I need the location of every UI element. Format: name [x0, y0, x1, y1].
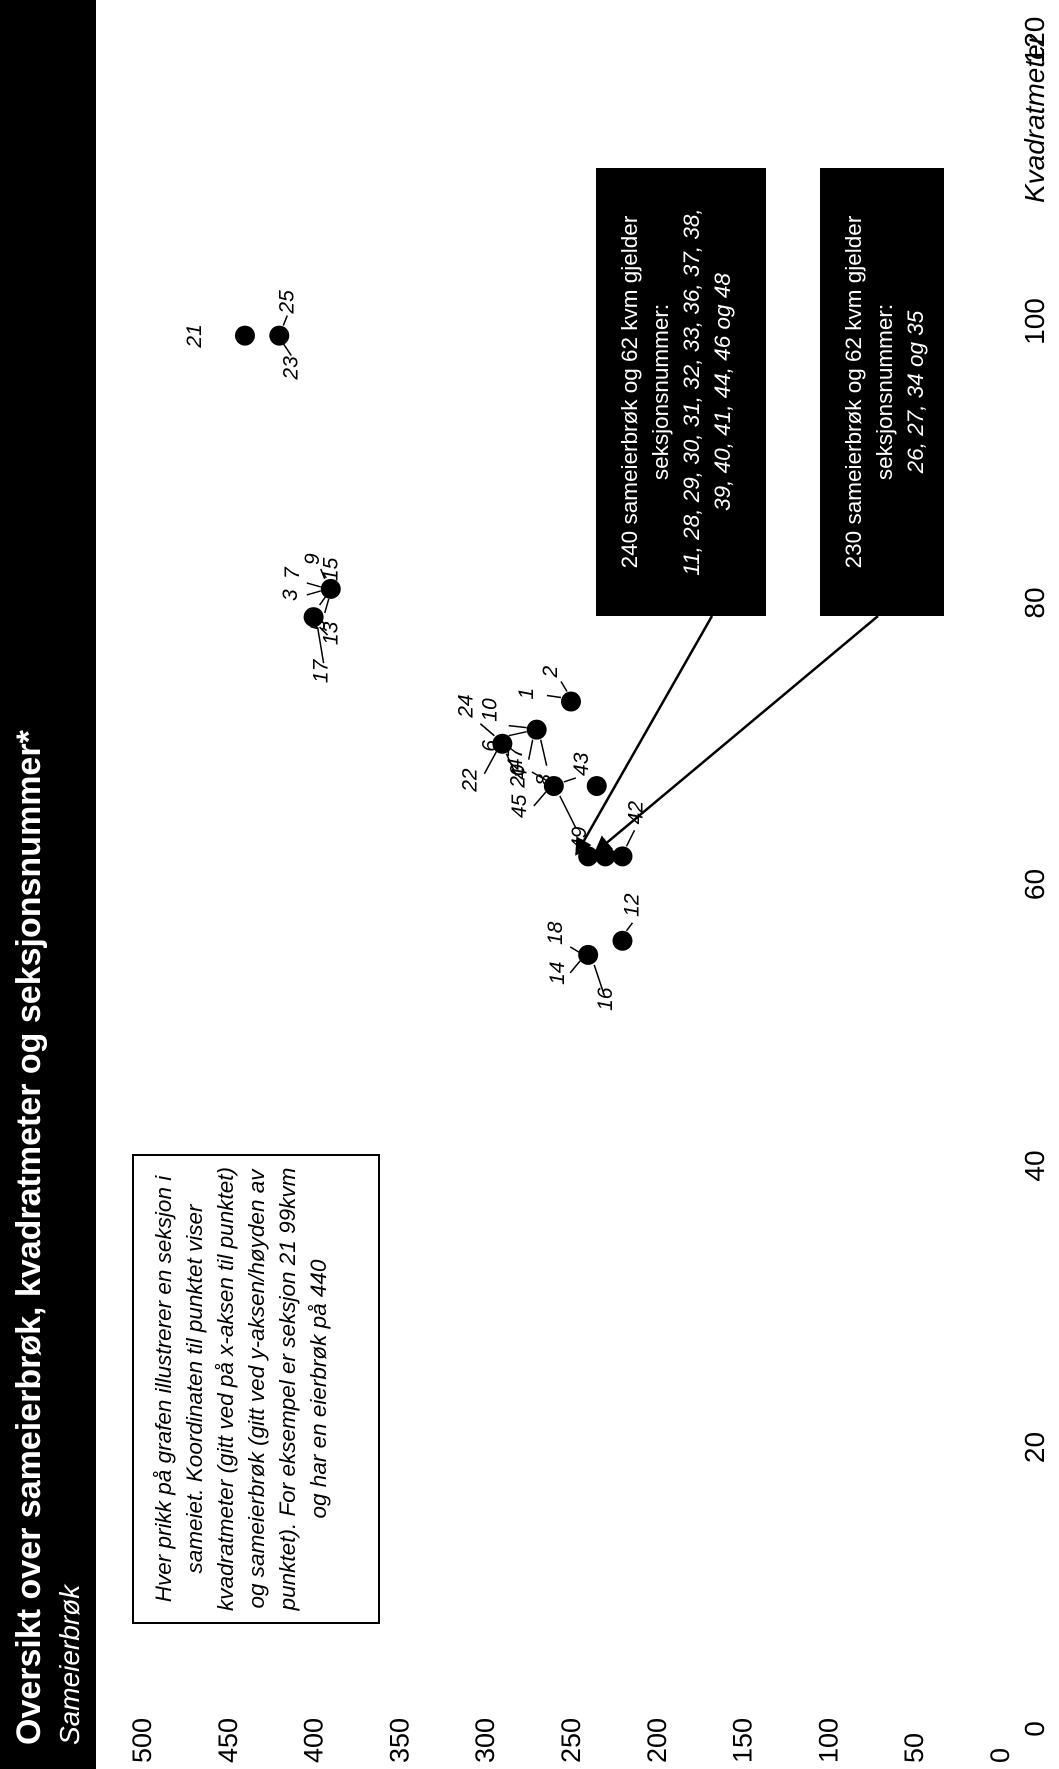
data-point: [235, 326, 255, 346]
callout-240-line: 240 sameierbrøk og 62 kvm gjelder: [614, 168, 645, 616]
y-tick-label: 100: [813, 1718, 843, 1763]
label-leader-line: [529, 740, 533, 760]
info-box-line: og har en eierbrøk på 440: [303, 1156, 334, 1622]
label-leader-line: [484, 752, 496, 774]
data-point: [578, 945, 598, 965]
callout-240: 240 sameierbrøk og 62 kvm gjelder seksjo…: [596, 168, 766, 616]
point-label: 22: [458, 768, 481, 793]
callout-230-numbers: 26, 27, 34 og 35: [900, 168, 931, 616]
label-leader-line: [560, 796, 576, 828]
label-leader-line: [534, 792, 546, 806]
x-tick-label: 0: [1019, 1721, 1050, 1737]
point-label: 14: [546, 962, 569, 985]
point-label: 12: [620, 893, 643, 917]
info-box-line: kvadratmeter (gitt ved på x-aksen til pu…: [210, 1156, 241, 1622]
point-label: 24: [454, 694, 477, 718]
x-axis-label: Kvadratmeter: [1019, 33, 1050, 203]
x-tick-label: 60: [1019, 869, 1050, 900]
point-label: 43: [570, 752, 593, 776]
data-point: [587, 776, 607, 796]
label-leader-line: [570, 947, 580, 953]
label-leader-line: [541, 740, 547, 766]
callout-230-line: 230 sameierbrøk og 62 kvm gjelder: [838, 168, 869, 616]
data-point: [321, 579, 341, 599]
label-leader-line: [626, 830, 634, 846]
data-point: [269, 326, 289, 346]
point-label: 15: [320, 557, 343, 581]
label-leader-line: [325, 599, 329, 613]
label-leader-line: [509, 732, 527, 736]
point-label: 18: [544, 921, 567, 945]
label-leader-line: [570, 961, 580, 973]
callout-230-line: seksjonsnummer:: [869, 168, 900, 616]
data-point: [527, 720, 547, 740]
callout-240-numbers: 39, 40, 41, 44, 46 og 48: [707, 168, 738, 616]
point-label: 3: [279, 589, 302, 601]
point-label: 13: [320, 621, 343, 645]
point-label: 2: [539, 666, 562, 679]
y-tick-label: 150: [728, 1718, 758, 1763]
label-leader-line: [509, 726, 527, 728]
label-leader-line: [307, 583, 321, 587]
point-label: 6: [479, 740, 502, 752]
x-tick-label: 80: [1019, 587, 1050, 618]
label-leader-line: [283, 344, 291, 356]
callout-230: 230 sameierbrøk og 62 kvm gjelder seksjo…: [820, 168, 944, 616]
x-tick-label: 40: [1019, 1150, 1050, 1181]
point-label: 25: [275, 290, 298, 315]
label-leader-line: [480, 724, 494, 736]
y-tick-label: 350: [384, 1718, 414, 1763]
data-point: [612, 931, 632, 951]
label-leader-line: [283, 316, 287, 326]
info-box-line: sameiet. Koordinaten til punktet viser: [179, 1156, 210, 1622]
x-tick-label: 20: [1019, 1432, 1050, 1463]
point-label: 10: [479, 698, 502, 722]
label-leader-line: [307, 591, 321, 595]
y-tick-label: 400: [299, 1718, 329, 1763]
callout-230-arrow: [595, 616, 878, 852]
callout-240-numbers: 11, 28, 29, 30, 31, 32, 33, 36, 37, 38,: [676, 168, 707, 616]
label-leader-line: [564, 778, 576, 782]
y-tick-label: 450: [213, 1718, 243, 1763]
y-tick-label: 300: [470, 1718, 500, 1763]
info-box: Hver prikk på grafen illustrerer en seks…: [132, 1154, 380, 1624]
info-box-line: punktet). For eksempel er seksjon 21 99k…: [272, 1156, 303, 1622]
point-label: 47: [504, 745, 527, 770]
label-leader-line: [561, 682, 567, 692]
callout-240-line: seksjonsnummer:: [645, 168, 676, 616]
point-label: 21: [183, 324, 206, 348]
y-tick-label: 200: [642, 1718, 672, 1763]
y-tick-label: 0: [985, 1748, 1015, 1763]
point-label: 17: [310, 658, 333, 683]
point-label: 16: [594, 987, 617, 1011]
label-leader-line: [626, 923, 632, 931]
info-box-line: og sameierbrøk (gitt ved y-aksen/høyden …: [241, 1156, 272, 1622]
point-label: 1: [515, 688, 538, 700]
y-tick-label: 250: [556, 1718, 586, 1763]
point-label: 7: [281, 566, 304, 579]
y-tick-label: 500: [127, 1718, 157, 1763]
info-box-line: Hver prikk på grafen illustrerer en seks…: [148, 1156, 179, 1622]
point-label: 23: [279, 356, 302, 381]
point-label: 45: [508, 794, 531, 818]
label-leader-line: [547, 696, 561, 698]
y-tick-label: 50: [899, 1733, 929, 1763]
data-point: [612, 846, 632, 866]
data-point: [561, 692, 581, 712]
x-tick-label: 100: [1019, 298, 1050, 345]
